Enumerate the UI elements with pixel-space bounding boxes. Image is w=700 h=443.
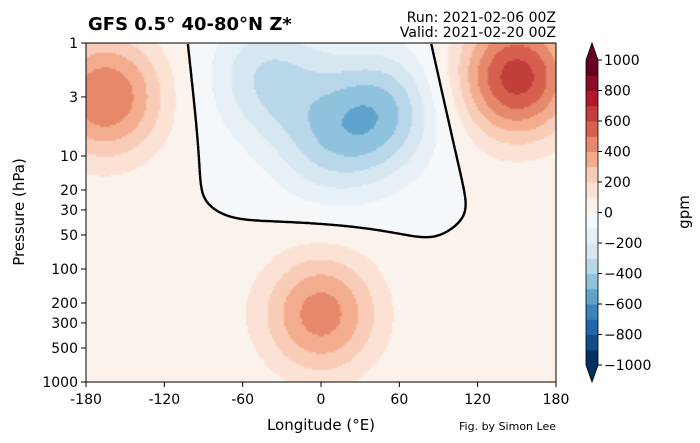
colorbar-segment [586,182,598,198]
colorbar-tick-label: 200 [604,175,631,191]
colorbar-tick-label: 400 [604,145,631,161]
colorbar: 1000 800 600 400 200 0 −200 −400 −600 −800 −1000 g… [585,41,693,384]
colorbar-segment [586,121,598,137]
y-tick-label: 10 [60,149,78,165]
y-tick-label: 30 [60,203,78,219]
y-axis: 1 3 10 20 30 50 100 200 300 500 1000 [42,36,86,391]
x-tick-label: -60 [231,392,254,408]
colorbar-tick-label: −1000 [604,358,651,374]
colorbar-segment [586,151,598,168]
colorbar-segment [586,304,598,320]
y-tick-label: 100 [51,262,78,278]
x-tick-label: -180 [70,392,102,408]
colorbar-tick-label: 1000 [604,53,640,69]
y-tick-label: 1000 [42,375,78,391]
colorbar-tick-label: 0 [604,206,613,222]
colorbar-tick-label: 800 [604,84,631,100]
y-tick-label: 20 [60,183,78,199]
colorbar-segment [586,319,598,335]
colorbar-segment [586,136,598,152]
zero-contour [186,43,467,239]
colorbar-segment [586,197,598,213]
colorbar-segment [586,227,598,244]
x-axis-label: Longitude (°E) [267,416,375,434]
colorbar-segment [586,334,598,351]
colorbar-label: gpm [675,195,693,229]
colorbar-tick-label: −600 [604,297,642,313]
colorbar-segment [586,288,598,305]
figure-title: GFS 0.5° 40-80°N Z* [88,14,292,35]
colorbar-tick-label: −800 [604,328,642,344]
x-tick-label: 180 [543,392,570,408]
colorbar-tick-label: −200 [604,236,642,252]
colorbar-segment [586,90,598,107]
x-tick-label: 60 [390,392,408,408]
plot-area [85,42,557,383]
figure-credit: Fig. by Simon Lee [459,420,556,433]
y-tick-label: 1 [69,36,78,52]
colorbar-segment [586,349,598,382]
colorbar-segment [586,258,598,274]
colorbar-segment [586,166,598,183]
y-tick-label: 50 [60,228,78,244]
colorbar-segment [586,273,598,290]
run-label: Run: 2021-02-06 00Z [407,10,556,26]
y-axis-label: Pressure (hPa) [10,158,28,266]
x-tick-label: 0 [317,392,326,408]
anomaly-field [86,43,556,382]
x-tick-label: -120 [148,392,180,408]
colorbar-tick-label: −400 [604,267,642,283]
valid-label: Valid: 2021-02-20 00Z [400,25,556,41]
colorbar-segment [586,43,598,76]
y-tick-label: 500 [51,341,78,357]
x-axis: -180 -120 -60 0 60 120 180 [70,382,569,408]
y-tick-label: 200 [51,296,78,312]
y-tick-label: 300 [51,316,78,332]
x-tick-label: 120 [464,392,491,408]
colorbar-segment [586,243,598,259]
colorbar-segment [586,105,598,122]
y-tick-label: 3 [69,90,78,106]
colorbar-segment [586,212,598,229]
colorbar-tick-label: 600 [604,114,631,130]
colorbar-segment [586,75,598,91]
